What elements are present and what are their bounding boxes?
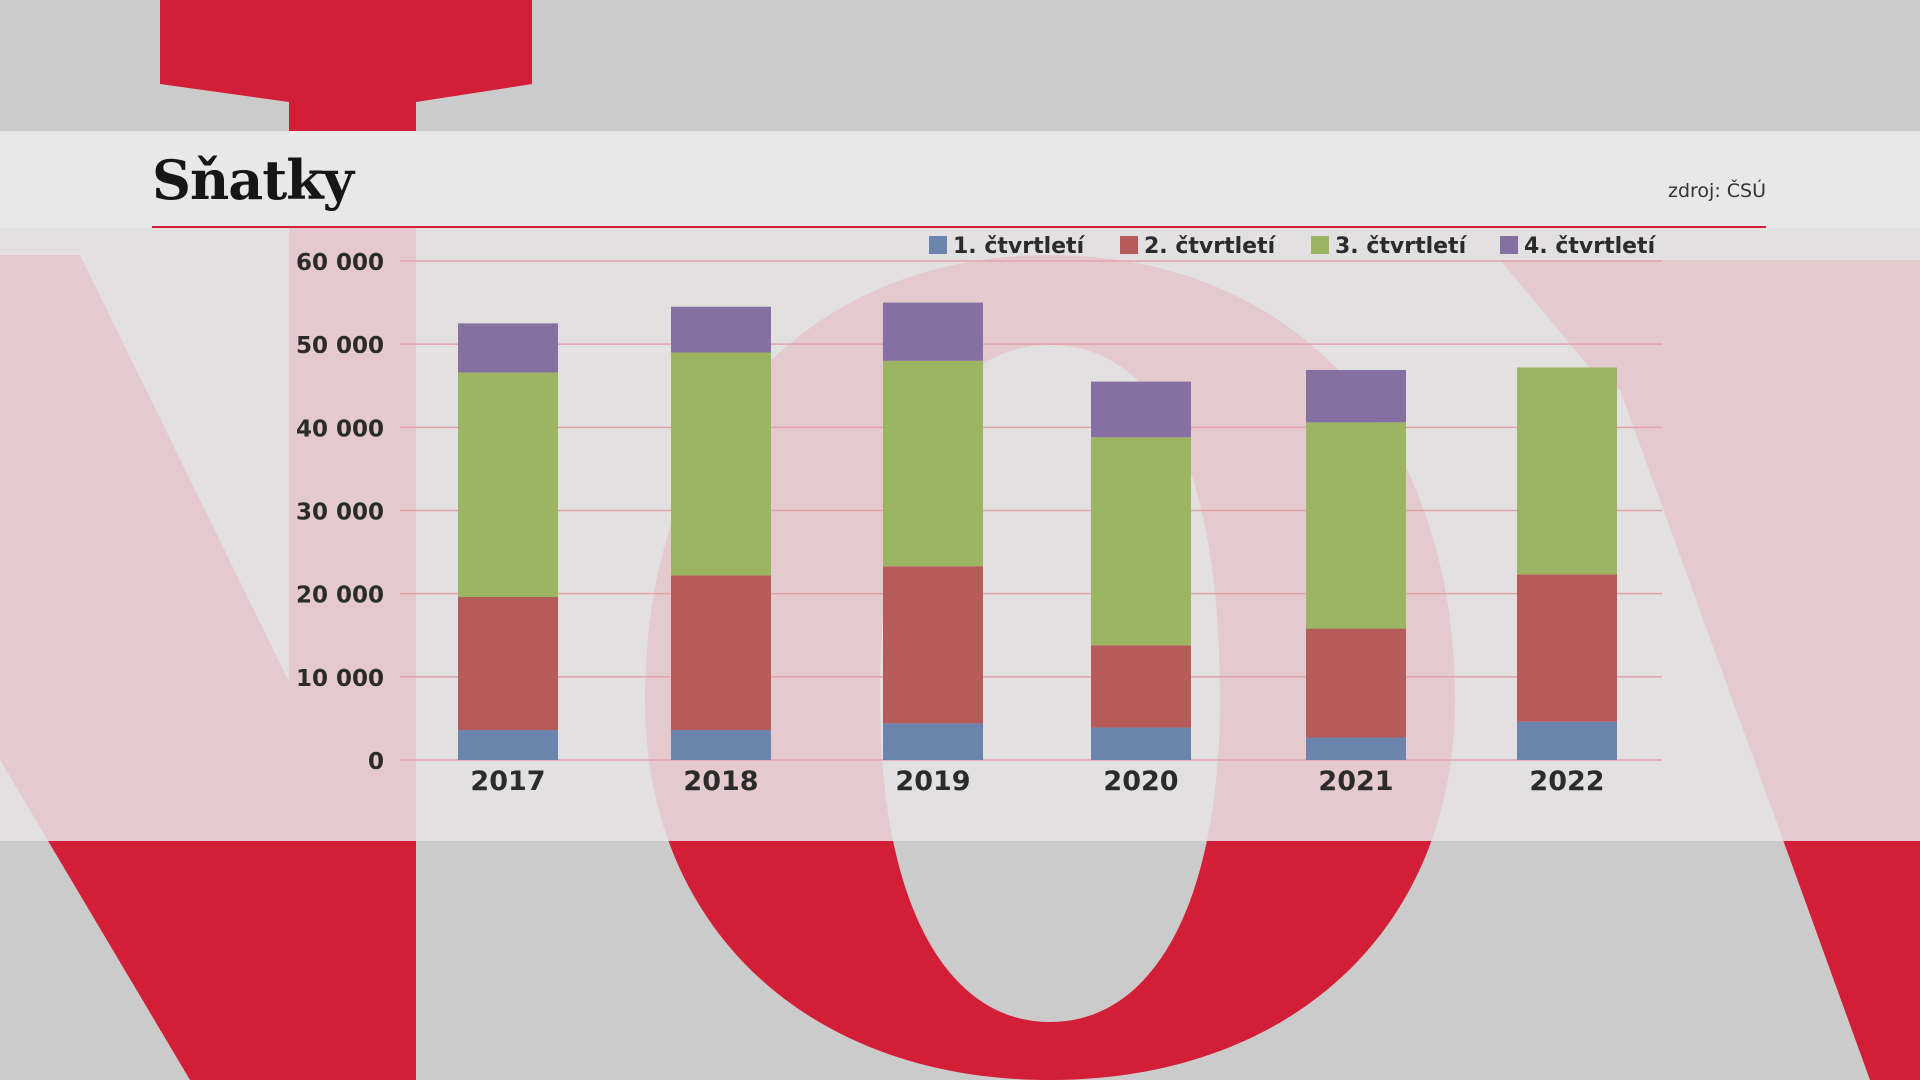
bar-segment [671, 575, 771, 731]
bars [458, 302, 1617, 760]
bar-segment [671, 352, 771, 576]
x-tick-label: 2019 [895, 766, 970, 797]
x-axis-ticks: 2017 2018 2019 2020 2021 2022 [470, 766, 1604, 797]
bar-segment [1306, 628, 1406, 738]
header-band [0, 131, 1920, 228]
x-tick-label: 2021 [1318, 766, 1393, 797]
bar-segment [458, 372, 558, 597]
y-tick-label: 30 000 [296, 500, 384, 526]
bar-segment [883, 302, 983, 361]
page-title: Sňatky [152, 148, 354, 212]
x-tick-label: 2022 [1529, 766, 1604, 797]
bar-segment [458, 596, 558, 731]
bar-segment [1306, 369, 1406, 423]
legend-swatch [1120, 236, 1138, 254]
y-tick-label: 10 000 [296, 666, 384, 692]
bar-segment [1091, 437, 1191, 646]
y-axis-ticks: 0 10 000 20 000 30 000 40 000 50 000 60 000 [296, 250, 384, 775]
bar-segment [1306, 422, 1406, 629]
source-label: zdroj: ČSÚ [1667, 180, 1766, 202]
legend-swatch [1311, 236, 1329, 254]
y-tick-label: 40 000 [296, 416, 384, 442]
bar-segment [883, 360, 983, 567]
y-tick-label: 60 000 [296, 250, 384, 276]
gridlines [400, 260, 1662, 761]
legend-label: 4. čtvrtletí [1524, 234, 1657, 259]
bar-segment [671, 306, 771, 353]
legend-label: 2. čtvrtletí [1144, 234, 1277, 259]
x-tick-label: 2017 [470, 766, 545, 797]
legend-swatch [929, 236, 947, 254]
y-tick-label: 0 [368, 749, 384, 775]
legend-swatch [1500, 236, 1518, 254]
bar-segment [458, 730, 558, 760]
bar-segment [1517, 721, 1617, 760]
y-tick-label: 20 000 [296, 583, 384, 609]
bar-segment [883, 723, 983, 760]
bar-segment [1091, 645, 1191, 728]
bar-segment [1091, 727, 1191, 760]
bar-segment [1517, 574, 1617, 722]
bar-segment [1091, 381, 1191, 438]
x-tick-label: 2020 [1103, 766, 1178, 797]
x-tick-label: 2018 [683, 766, 758, 797]
y-tick-label: 50 000 [296, 333, 384, 359]
legend-label: 3. čtvrtletí [1335, 234, 1468, 259]
bar-segment [671, 730, 771, 760]
bar-segment [1306, 737, 1406, 760]
legend: 1. čtvrtletí 2. čtvrtletí 3. čtvrtletí 4. č… [929, 234, 1657, 259]
title-rule [152, 226, 1766, 228]
bar-segment [883, 566, 983, 724]
bar-segment [458, 323, 558, 373]
bar-segment [1517, 367, 1617, 575]
legend-label: 1. čtvrtletí [953, 234, 1086, 259]
